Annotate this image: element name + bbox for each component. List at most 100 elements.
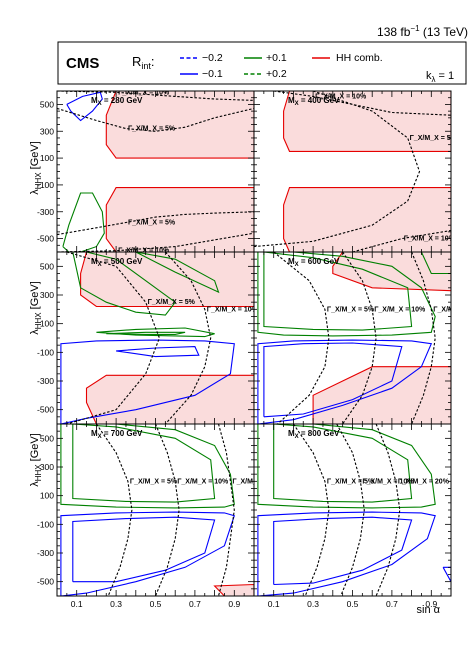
panel-1-ytick-label-4: -300 [37, 207, 54, 217]
panel-6-mass-label: MX = 800 GeV [288, 429, 340, 440]
panel-1-width-label-1: Γ_X/M_X = 10% [118, 89, 170, 96]
panel-3-hh-excluded-1 [85, 374, 254, 424]
panel-5-ytick-label-3: -100 [37, 519, 54, 529]
panel-6-width-label-1: Γ_X/M_X = 10% [362, 478, 414, 485]
panel-5-plot-area: Γ_X/M_X = 5% Γ_X/M_X = 10% Γ_X/M_X = 20% [60, 424, 284, 596]
panel-1-ytick-label-3: -100 [37, 180, 54, 190]
panel-4-width-contour-0 [273, 252, 330, 424]
panel-6-xtick-label-2: 0.5 [347, 599, 359, 609]
panel-3-width-contour-1 [164, 252, 212, 424]
panel-4-width-contour-2 [411, 252, 436, 424]
panel-6-width-contour-0 [292, 424, 330, 596]
panel-2: Γ_X/M_X = 10%Γ_X/M_X = 5%Γ_X/M_X = 10%MX… [253, 90, 458, 253]
panel-1-ytick-label-5: -500 [37, 234, 54, 244]
panel-4-green-contour-0 [257, 252, 436, 337]
panel-3: Γ_X/M_X = 5% Γ_X/M_X = 10% 500 300 100 -100 -3… [37, 251, 259, 425]
panels-group: Γ_X/M_X = 5%Γ_X/M_X = 10%Γ_X/M_X = 5%Γ_X… [37, 89, 458, 609]
panel-5-width-contour-1 [154, 424, 180, 596]
panel-5-ytick-label-2: 100 [40, 491, 54, 501]
panel-3-width-label-1: Γ_X/M_X = 10% [207, 306, 259, 313]
panel-4-green-contour-2 [420, 252, 451, 275]
ylabel-row1: λHHX [GeV] [29, 141, 43, 195]
panel-6-width-label-0: Γ_X/M_X = 5% [327, 478, 375, 485]
panel-6: Γ_X/M_X = 5%Γ_X/M_X = 10%Γ_X/M_X = 20% 0.… [253, 423, 452, 609]
panel-2-width-label-2: Γ_X/M_X = 10% [404, 236, 456, 243]
panel-2-hh-excluded-0 [283, 91, 451, 152]
legend-label-neg01: −0.1 [202, 68, 223, 80]
panel-1-ytick-label-0: 500 [40, 99, 54, 109]
panel-2-mass-label: MX = 400 GeV [288, 96, 340, 107]
panel-5-width-contour-0 [95, 424, 133, 596]
panel-1-ytick-label-1: 300 [40, 126, 54, 136]
panel-4-width-label-1: Γ_X/M_X = 10% [374, 306, 426, 313]
panel-5-mass-label: MX = 700 GeV [91, 429, 143, 440]
panel-1-width-label-3: Γ_X/M_X = 10% [118, 248, 170, 255]
panel-6-frame [253, 423, 452, 597]
legend-label-hh: HH comb. [336, 52, 383, 64]
panel-5-frame [56, 423, 255, 597]
panel-3-ytick-label-4: -300 [37, 376, 54, 386]
panel-2-hh-excluded-1 [283, 187, 451, 252]
ylabel-row2: λHHX [GeV] [29, 281, 43, 335]
panel-5-green-contour-0 [60, 424, 235, 509]
panel-6-width-label-2: Γ_X/M_X = 20% [398, 478, 450, 485]
panel-5-ytick-label-1: 300 [40, 462, 54, 472]
panel-3-green-contour-1 [135, 252, 220, 294]
panel-3-green-contour-3 [106, 331, 186, 335]
legend-label-neg02: −0.2 [202, 52, 223, 64]
panel-2-width-contour-0 [273, 91, 451, 116]
panel-4-mass-label: MX = 600 GeV [288, 257, 340, 268]
panel-4-blue-contour-0 [257, 339, 433, 424]
panel-1-green-contour-0 [62, 192, 105, 252]
panel-1-plot-area: Γ_X/M_X = 5% Γ_X/M_X = 10% Γ_X/M_X = 5% Γ_X… [57, 89, 254, 255]
panel-6-plot-area: Γ_X/M_X = 5%Γ_X/M_X = 10%Γ_X/M_X = 20% [257, 424, 451, 596]
panel-5-xtick-label-1: 0.3 [110, 599, 122, 609]
panel-3-ytick-label-0: 500 [40, 261, 54, 271]
panel-5-ytick-label-4: -300 [37, 548, 54, 558]
panel-6-green-contour-1 [273, 424, 413, 503]
panel-4-plot-area: Γ_X/M_X = 5%Γ_X/M_X = 10% Γ_X/M_X = 20% [257, 252, 451, 424]
ylabel-row3: λHHX [GeV] [29, 433, 43, 487]
panel-4-width-label-0: Γ_X/M_X = 5% [327, 306, 375, 313]
panel-3-ytick-label-1: 300 [40, 290, 54, 300]
xlabel: sin α [417, 604, 441, 616]
panel-5: Γ_X/M_X = 5% Γ_X/M_X = 10% Γ_X/M_X = 20% 50… [37, 423, 284, 609]
panel-3-width-contour-0 [66, 252, 160, 424]
panel-3-blue-contour-0 [60, 339, 235, 424]
lumi-label: 138 fb−1 (13 TeV) [377, 24, 468, 39]
panel-1-width-label-2: Γ_X/M_X = 5% [128, 219, 176, 226]
panel-3-ytick-label-3: -100 [37, 347, 54, 357]
panel-5-xtick-label-4: 0.9 [228, 599, 240, 609]
panel-1-width-contour-2 [57, 211, 254, 236]
panel-6-blue-contour-1 [273, 516, 413, 586]
panel-4-hh-excluded-1 [312, 366, 451, 424]
panel-5-ytick-label-5: -500 [37, 577, 54, 587]
panel-3-ytick-label-2: 100 [40, 319, 54, 329]
legend-label-pos01: +0.1 [266, 52, 287, 64]
panel-6-blue-contour-2 [442, 566, 451, 582]
legend-box [57, 41, 467, 85]
panel-2-width-contour-1 [254, 91, 421, 248]
panel-5-blue-contour-0 [60, 511, 236, 596]
panel-1-mass-label: MX = 280 GeV [91, 96, 143, 107]
panel-6-blue-contour-0 [257, 511, 436, 596]
panel-3-blue-contour-1 [116, 346, 200, 358]
panel-5-width-label-2: Γ_X/M_X = 20% [232, 478, 284, 485]
panel-6-xtick-label-1: 0.3 [307, 599, 319, 609]
panel-5-width-label-0: Γ_X/M_X = 5% [130, 478, 178, 485]
panel-5-xtick-label-2: 0.5 [150, 599, 162, 609]
panel-6-xtick-label-0: 0.1 [268, 599, 280, 609]
panel-3-width-label-0: Γ_X/M_X = 5% [148, 299, 196, 306]
panel-4-blue-contour-1 [263, 342, 403, 418]
panel-6-xtick-label-4: 0.9 [425, 599, 437, 609]
legend: CMS Rint: −0.2 −0.1 +0.1 +0.2 HH comb. k… [57, 41, 467, 85]
panel-5-green-contour-1 [72, 424, 216, 503]
panel-2-width-label-1: Γ_X/M_X = 5% [410, 135, 458, 142]
panel-6-xtick-label-3: 0.7 [386, 599, 398, 609]
klambda-label: kλ = 1 [426, 70, 454, 84]
panel-5-xtick-label-0: 0.1 [71, 599, 83, 609]
panel-5-ytick-label-0: 500 [40, 433, 54, 443]
panel-6-width-contour-2 [375, 424, 401, 596]
panel-1-ytick-label-2: 100 [40, 153, 54, 163]
